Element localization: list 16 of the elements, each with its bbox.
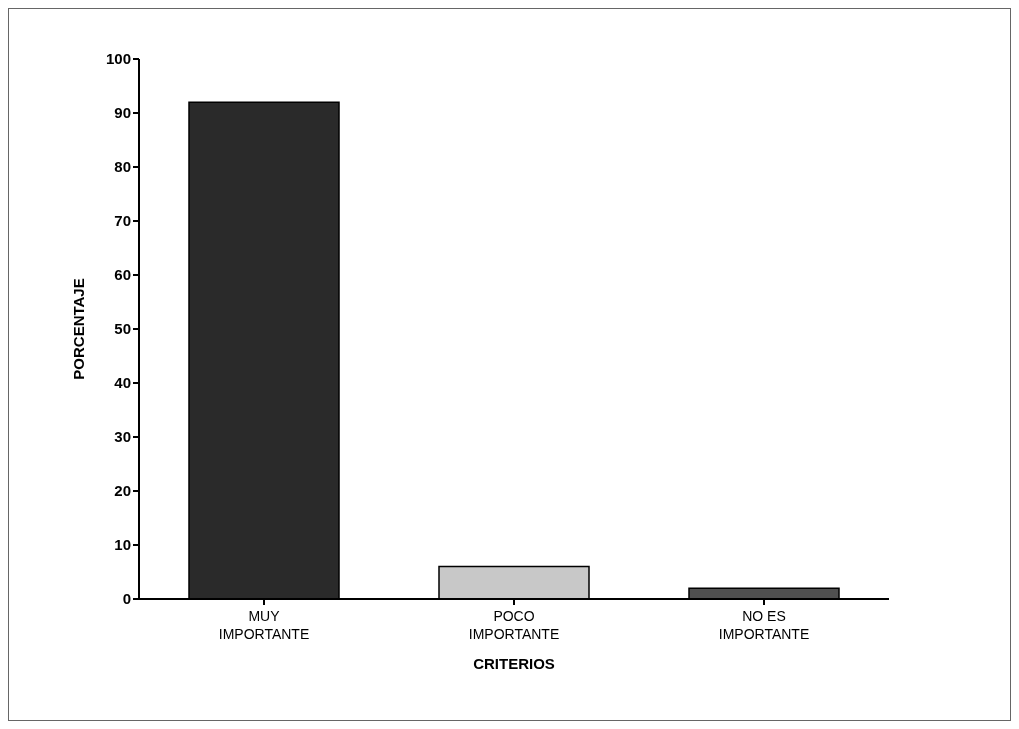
y-axis-title: PORCENTAJE — [70, 278, 88, 380]
y-tick-label: 90 — [114, 104, 131, 122]
y-tick-label: 40 — [114, 374, 131, 392]
y-tick-label: 30 — [114, 428, 131, 446]
x-axis-title: CRITERIOS — [473, 655, 555, 672]
x-tick-label: MUY IMPORTANTE — [218, 608, 310, 642]
y-tick-label: 70 — [114, 212, 131, 230]
y-tick-label: 80 — [114, 158, 131, 176]
x-tick-label: POCO IMPORTANTE — [468, 608, 560, 642]
y-tick-label: 60 — [114, 266, 131, 284]
y-tick-label: 20 — [114, 482, 131, 500]
y-tick-label: 100 — [105, 50, 131, 68]
y-tick-label: 0 — [122, 590, 131, 608]
y-tick-label: 10 — [114, 536, 131, 554]
y-tick-label: 50 — [114, 320, 131, 338]
x-tick-label: NO ES IMPORTANTE — [718, 608, 810, 642]
